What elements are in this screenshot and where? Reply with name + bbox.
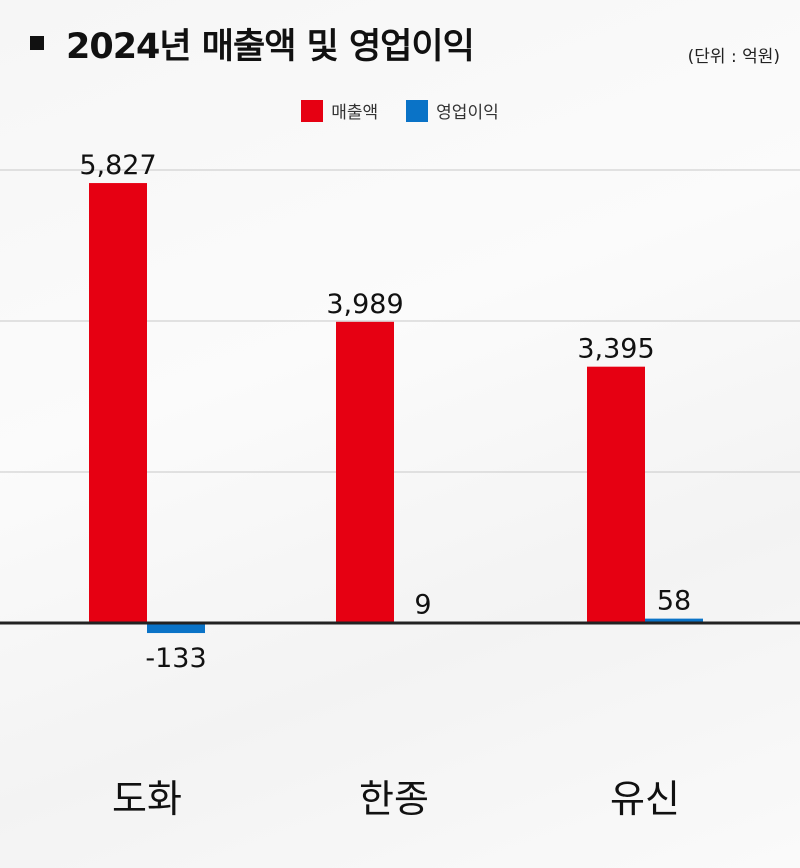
legend-swatch-operating-profit — [406, 99, 429, 122]
legend: 매출액 영업이익 — [0, 98, 800, 123]
bar-operating-profit — [645, 618, 703, 623]
legend-label-sales: 매출액 — [331, 103, 379, 123]
bar-sales — [336, 321, 394, 623]
chart-title-text: 2024년 매출액 및 영업이익 — [66, 26, 475, 67]
data-label: 9 — [414, 589, 431, 620]
bar-sales — [587, 366, 645, 623]
data-label: 3,989 — [326, 289, 403, 320]
data-label: 3,395 — [577, 334, 654, 365]
category-label: 유신 — [610, 777, 680, 821]
data-label: 5,827 — [79, 150, 156, 181]
legend-swatch-sales — [301, 99, 324, 122]
square-bullet-icon — [30, 36, 44, 50]
data-label: 58 — [657, 586, 691, 617]
bar-operating-profit — [147, 623, 205, 634]
bar-sales — [89, 183, 147, 623]
data-label: -133 — [145, 643, 206, 674]
legend-label-operating-profit: 영업이익 — [436, 103, 499, 123]
legend-item-operating-profit: 영업이익 — [406, 98, 499, 123]
category-label: 한종 — [359, 777, 429, 821]
unit-note: (단위 : 억원) — [687, 47, 780, 67]
chart-title: 2024년 매출액 및 영업이익 — [30, 18, 475, 68]
category-label: 도화 — [112, 777, 182, 821]
legend-item-sales: 매출액 — [301, 98, 378, 123]
